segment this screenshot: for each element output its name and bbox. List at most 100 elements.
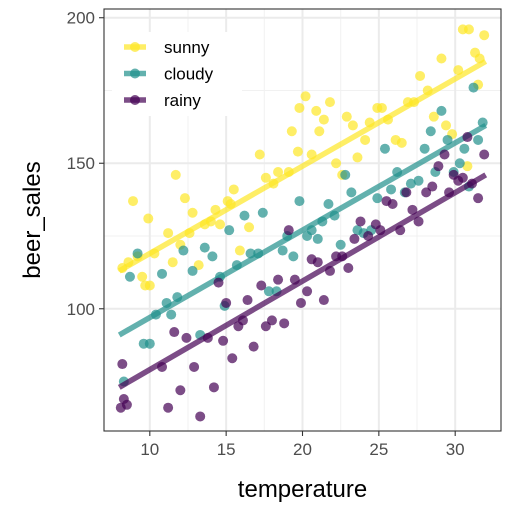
legend-key-point [130,95,140,105]
point-rainy [433,161,444,172]
point-cloudy [245,248,256,259]
point-sunny [234,245,245,256]
point-sunny [273,166,284,177]
point-sunny [376,102,387,113]
point-sunny [128,196,139,207]
point-cloudy [323,198,334,209]
point-sunny [268,178,279,189]
point-sunny [364,117,375,128]
point-cloudy [239,210,250,221]
point-rainy [175,385,186,396]
point-cloudy [224,225,235,236]
point-cloudy [473,134,484,145]
point-sunny [441,120,452,131]
point-cloudy [157,268,168,279]
point-rainy [189,361,200,372]
point-rainy [221,297,232,308]
point-sunny [215,219,226,230]
point-rainy [375,225,386,236]
point-cloudy [306,225,317,236]
point-cloudy [277,245,288,256]
point-sunny [144,280,155,291]
point-rainy [355,216,366,227]
point-rainy [157,361,168,372]
point-sunny [143,213,154,224]
point-cloudy [346,187,357,198]
point-cloudy [442,134,453,145]
point-sunny [474,53,485,64]
series-cloudy [117,82,488,387]
point-sunny [311,105,322,116]
point-rainy [387,198,398,209]
point-cloudy [329,210,340,221]
point-cloudy [132,248,143,259]
legend-label: rainy [164,91,201,110]
point-rainy [266,315,277,326]
point-sunny [352,152,363,163]
point-sunny [462,161,473,172]
point-cloudy [340,169,351,180]
point-cloudy [288,251,299,262]
x-tick-label: 25 [369,440,388,459]
legend-item-rainy: rainy [124,91,201,110]
point-sunny [292,146,303,157]
axes: 10 15 20 25 30 100 150 200 [67,9,465,459]
y-tick-label: 200 [67,9,95,28]
point-sunny [318,114,329,125]
point-cloudy [372,193,383,204]
series-rainy [115,132,490,422]
point-sunny [408,97,419,108]
point-sunny [210,204,221,215]
legend-label: cloudy [164,65,214,84]
x-tick-label: 15 [217,440,236,459]
point-rainy [466,178,477,189]
point-rainy [363,231,374,242]
point-cloudy [468,82,479,93]
point-cloudy [253,248,264,259]
point-sunny [479,30,490,41]
series-sunny [117,24,490,291]
point-rainy [163,402,174,413]
point-cloudy [379,143,390,154]
point-sunny [163,228,174,239]
point-rainy [395,225,406,236]
point-sunny [283,166,294,177]
point-cloudy [405,178,416,189]
point-cloudy [335,239,346,250]
point-rainy [208,382,219,393]
point-rainy [256,280,267,291]
point-cloudy [144,338,155,349]
point-sunny [254,149,265,160]
point-rainy [427,181,438,192]
point-sunny [331,158,342,169]
point-sunny [244,222,255,233]
point-rainy [279,318,290,329]
point-sunny [415,70,426,81]
point-rainy [237,315,248,326]
point-rainy [213,277,224,288]
x-axis-title: temperature [238,476,367,503]
point-rainy [295,297,306,308]
point-rainy [242,295,253,306]
legend-item-sunny: sunny [124,38,210,57]
point-rainy [195,411,206,422]
point-cloudy [124,271,135,282]
point-rainy [121,399,132,410]
point-rainy [457,172,468,183]
point-cloudy [207,251,218,262]
point-rainy [227,353,238,364]
point-cloudy [161,297,172,308]
point-cloudy [413,175,424,186]
point-sunny [428,111,439,122]
point-rainy [318,295,329,306]
point-cloudy [477,117,488,128]
point-sunny [396,137,407,148]
point-cloudy [392,166,403,177]
point-rainy [444,187,455,198]
point-rainy [343,263,354,274]
point-sunny [324,97,335,108]
point-rainy [407,204,418,215]
point-cloudy [150,309,161,320]
y-tick-label: 150 [67,154,95,173]
